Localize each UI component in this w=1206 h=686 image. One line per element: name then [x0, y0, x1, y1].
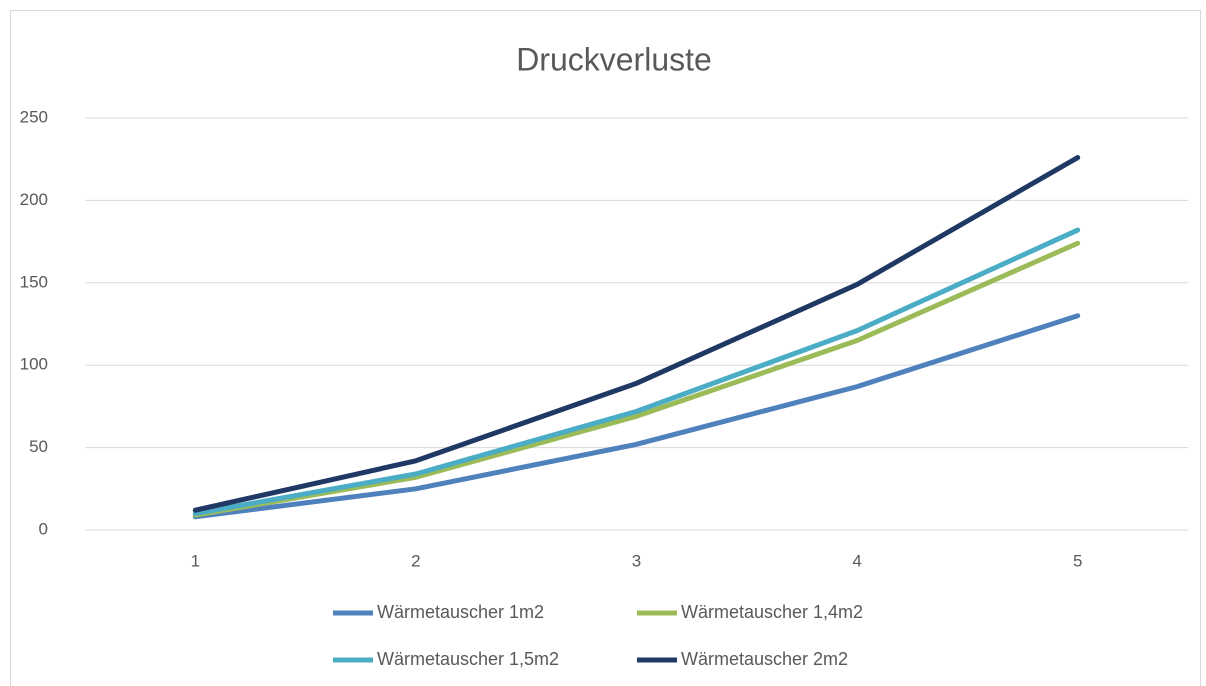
chart-border: [10, 10, 1201, 686]
y-tick-label: 200: [20, 190, 48, 209]
y-tick-label: 150: [20, 272, 48, 291]
y-tick-label: 0: [39, 519, 48, 538]
chart-title: Druckverluste: [516, 41, 712, 77]
x-tick-label: 1: [191, 551, 200, 570]
x-tick-label: 5: [1073, 551, 1082, 570]
x-tick-label: 3: [632, 551, 641, 570]
legend-label: Wärmetauscher 1,4m2: [681, 602, 863, 622]
series-line: [192, 240, 1081, 518]
series-line: [192, 155, 1081, 513]
legend-label: Wärmetauscher 1m2: [377, 602, 544, 622]
legend-label: Wärmetauscher 1,5m2: [377, 649, 559, 669]
y-tick-label: 250: [20, 107, 48, 126]
legend-label: Wärmetauscher 2m2: [681, 649, 848, 669]
y-tick-label: 50: [29, 437, 48, 456]
x-tick-label: 4: [852, 551, 861, 570]
series-line: [192, 227, 1081, 517]
series-line: [192, 313, 1081, 520]
x-tick-label: 2: [411, 551, 420, 570]
y-tick-label: 100: [20, 355, 48, 374]
